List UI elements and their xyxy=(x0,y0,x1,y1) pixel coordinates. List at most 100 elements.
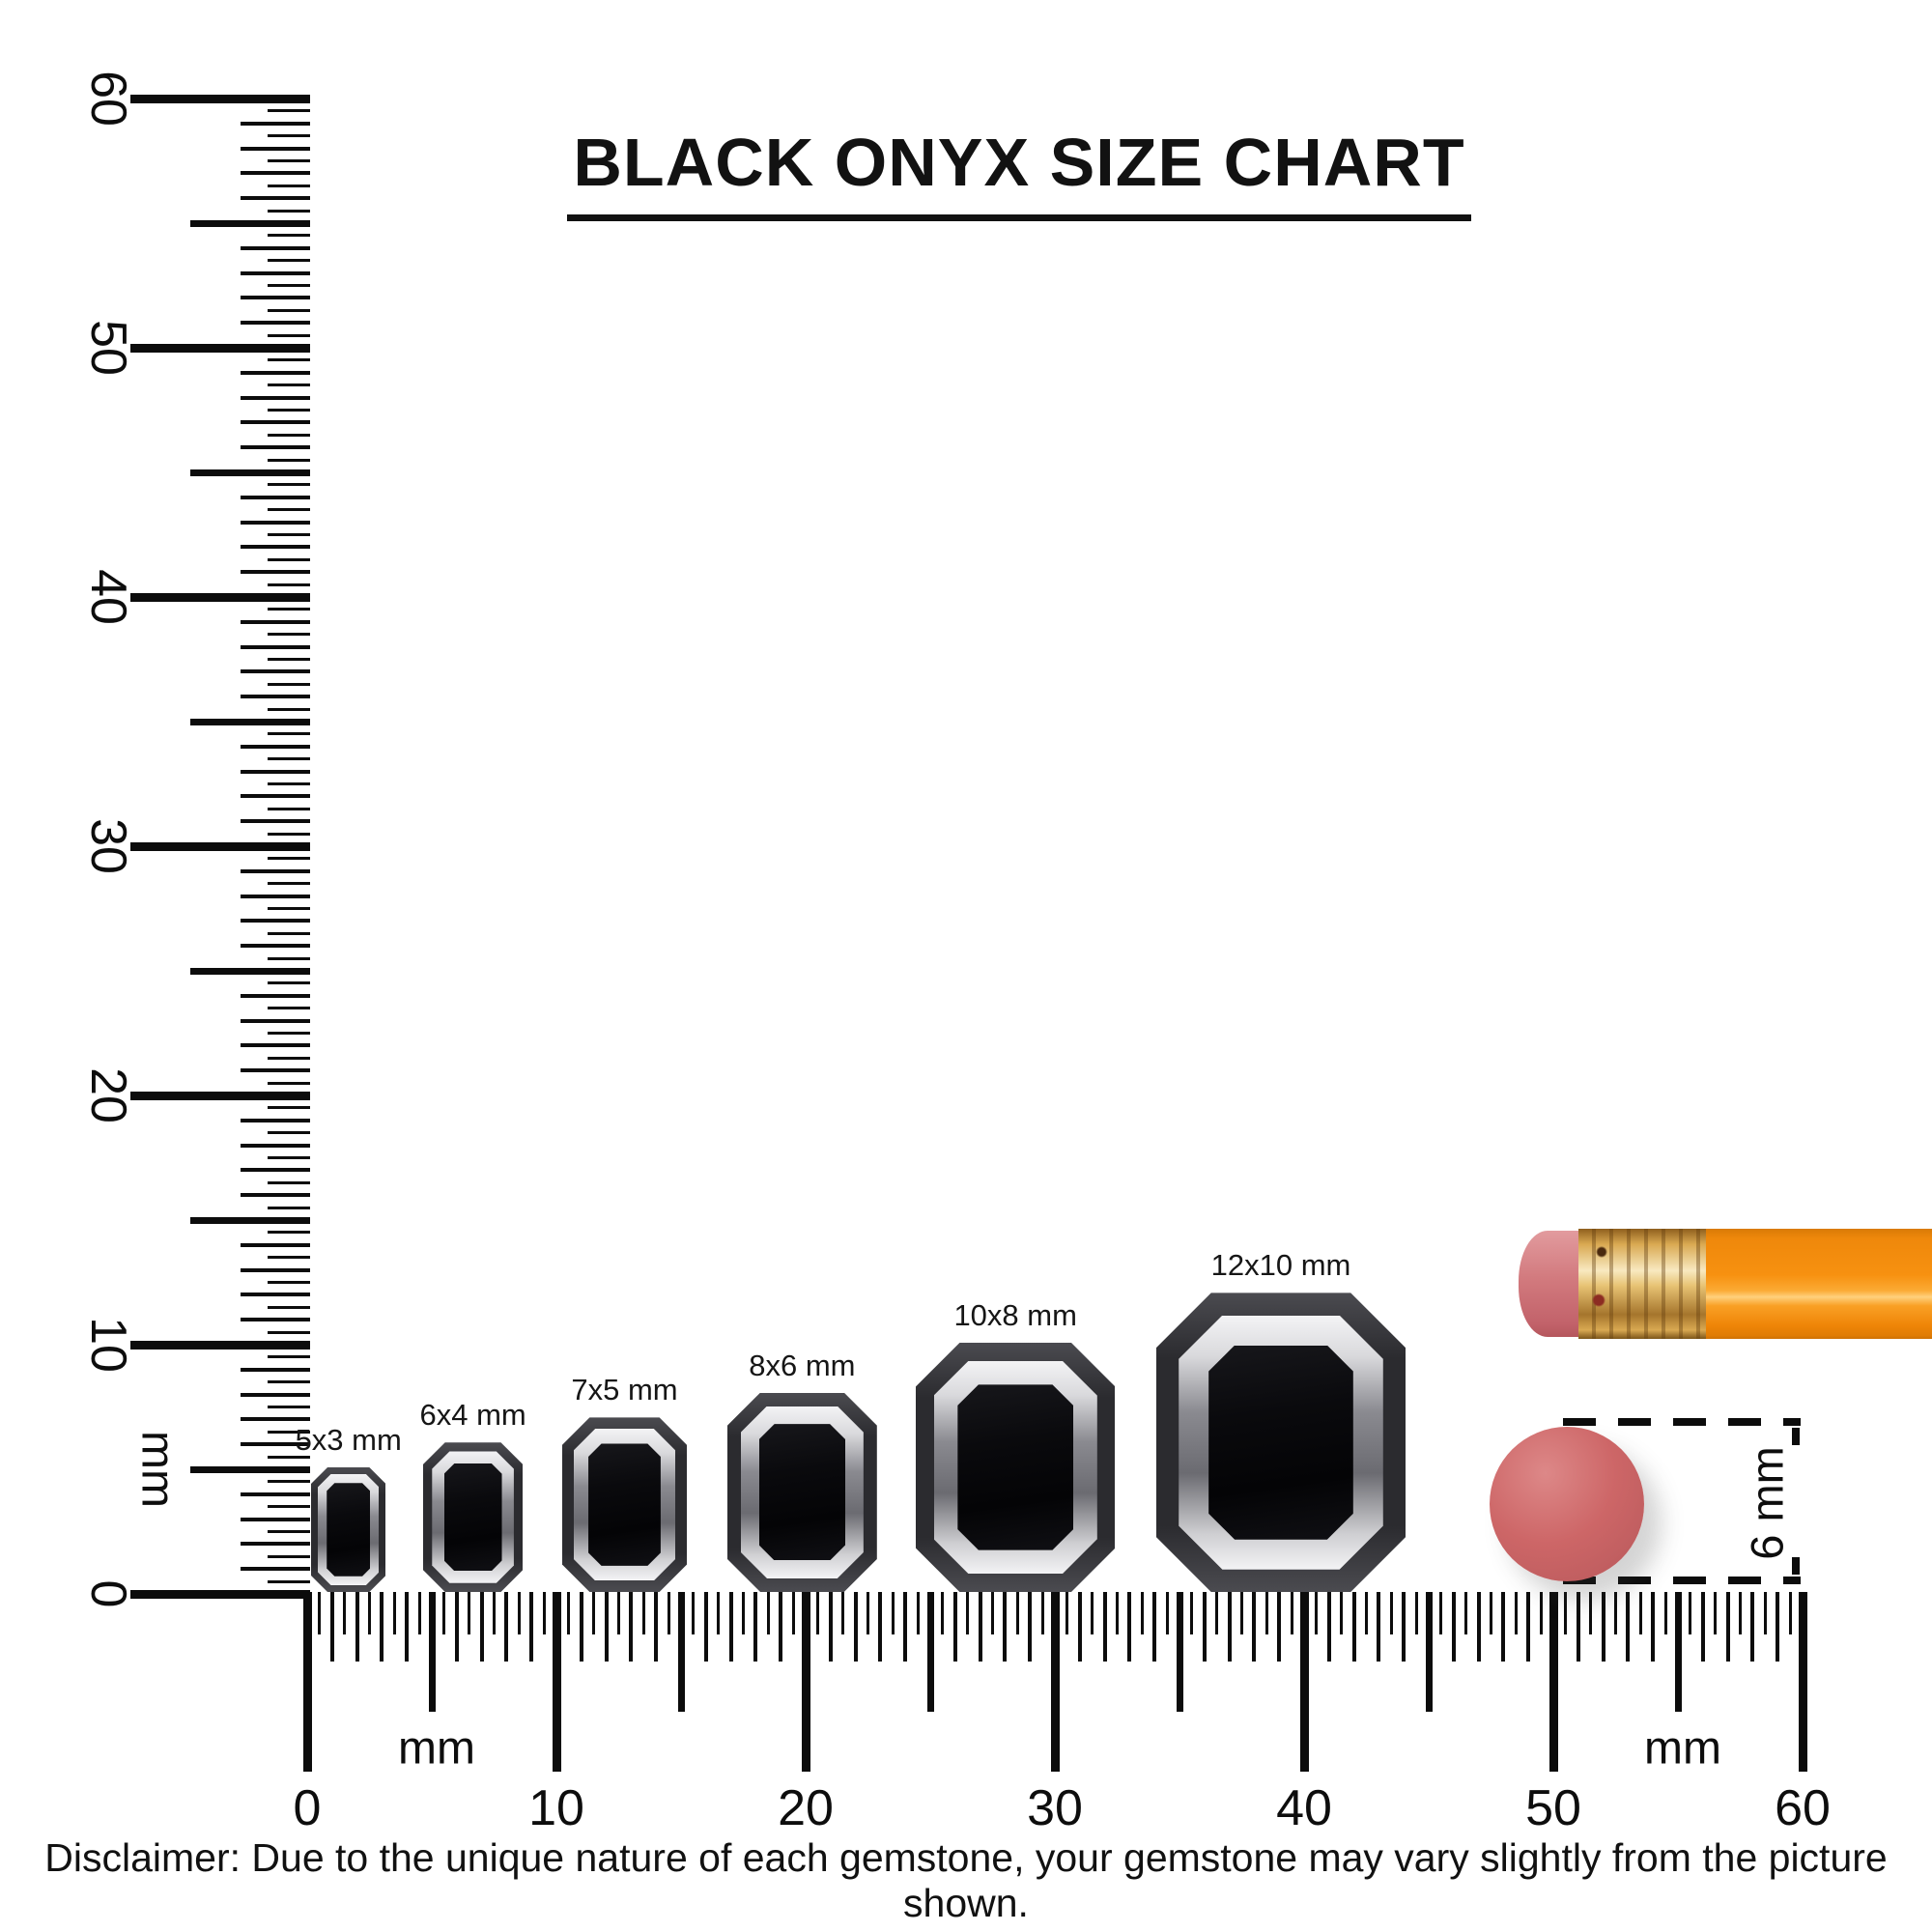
hruler-tick-mm xyxy=(1476,1592,1481,1662)
hruler-tick-five xyxy=(926,1592,934,1712)
vruler-tick-major xyxy=(130,841,310,851)
vruler-tick-mm xyxy=(241,1242,310,1247)
hruler-tick-mm xyxy=(529,1592,534,1662)
hruler-tick-mm xyxy=(1351,1592,1356,1662)
vruler-tick-half xyxy=(268,284,310,287)
hruler-tick-half xyxy=(891,1592,895,1634)
vruler-tick-half xyxy=(268,1180,310,1184)
hruler-tick-half xyxy=(966,1592,970,1634)
measure-label: 6 mm xyxy=(1741,1446,1793,1560)
vruler-tick-half xyxy=(268,1430,310,1434)
vruler-number: 10 xyxy=(80,1317,136,1373)
hruler-tick-half xyxy=(1290,1592,1293,1634)
hruler-tick-mm xyxy=(1028,1592,1033,1662)
vruler-tick-half xyxy=(268,508,310,512)
hruler-tick-mm xyxy=(654,1592,659,1662)
vruler-tick-half xyxy=(268,234,310,238)
vruler-tick-mm xyxy=(241,1168,310,1173)
hruler-tick-half xyxy=(1490,1592,1492,1634)
measure-dash-bottom xyxy=(1563,1577,1801,1584)
hruler-tick-half xyxy=(1389,1592,1393,1634)
vruler-tick-half xyxy=(268,1380,310,1384)
vruler-tick-mm xyxy=(241,196,310,201)
hruler-tick-mm xyxy=(779,1592,783,1662)
hruler-tick-half xyxy=(1190,1592,1194,1634)
vruler-tick-half xyxy=(268,608,310,611)
vruler-tick-mm xyxy=(241,1392,310,1397)
vruler-tick-mm xyxy=(241,1367,310,1372)
hruler-tick-half xyxy=(318,1592,322,1634)
hruler-tick-half xyxy=(493,1592,496,1634)
vruler-tick-mm xyxy=(241,321,310,326)
vruler-tick-half xyxy=(268,1305,310,1309)
hruler-tick-mm xyxy=(454,1592,459,1662)
hruler-tick-mm xyxy=(703,1592,708,1662)
hruler-tick-major xyxy=(1548,1592,1558,1772)
hruler-tick-half xyxy=(1763,1592,1767,1634)
vruler-tick-half xyxy=(268,907,310,910)
hruler-tick-five xyxy=(1176,1592,1183,1712)
hruler-tick-mm xyxy=(1003,1592,1008,1662)
vruler-tick-five xyxy=(190,469,310,476)
vruler-tick-mm xyxy=(241,769,310,774)
hruler-tick-half xyxy=(1739,1592,1742,1634)
hruler-tick-mm xyxy=(1202,1592,1207,1662)
hruler-number: 0 xyxy=(293,1780,322,1836)
vruler-tick-mm xyxy=(241,744,310,749)
measure-dash-corner-bottom xyxy=(1792,1557,1800,1575)
hruler-tick-five xyxy=(1674,1592,1682,1712)
vruler-tick-mm xyxy=(241,819,310,824)
vruler-tick-half xyxy=(268,1032,310,1035)
measure-dash-corner-top xyxy=(1792,1428,1800,1445)
pencil-ferrule xyxy=(1578,1229,1708,1339)
vruler-tick-half xyxy=(268,1156,310,1159)
vruler-tick-mm xyxy=(241,894,310,898)
hruler-tick-half xyxy=(991,1592,994,1634)
gemstone-12x10mm xyxy=(1156,1293,1406,1592)
vruler-tick-half xyxy=(268,807,310,810)
vruler-tick-half xyxy=(268,682,310,686)
vruler-tick-five xyxy=(190,1465,310,1473)
hruler-tick-mm xyxy=(728,1592,733,1662)
gemstone-size-label: 12x10 mm xyxy=(1210,1248,1351,1283)
hruler-tick-mm xyxy=(479,1592,484,1662)
hruler-tick-mm xyxy=(1725,1592,1730,1662)
hruler-tick-half xyxy=(667,1592,670,1634)
hruler-tick-mm xyxy=(604,1592,609,1662)
vruler-tick-half xyxy=(268,557,310,561)
vruler-tick-half xyxy=(268,1131,310,1135)
hruler-tick-mm xyxy=(952,1592,957,1662)
gemstone-7x5mm xyxy=(562,1417,687,1592)
hruler-number: 20 xyxy=(778,1780,834,1836)
eraser-end-dot xyxy=(1490,1427,1644,1581)
vruler-tick-half xyxy=(268,732,310,736)
vruler-tick-half xyxy=(268,1007,310,1010)
vruler-tick-major xyxy=(130,94,310,103)
vruler-tick-mm xyxy=(241,1542,310,1547)
vruler-tick-five xyxy=(190,967,310,975)
vruler-tick-half xyxy=(268,1281,310,1284)
vruler-tick-major xyxy=(130,592,310,602)
vruler-tick-half xyxy=(268,159,310,162)
hruler-tick-half xyxy=(1714,1592,1718,1634)
hruler-number: 40 xyxy=(1276,1780,1332,1836)
vruler-tick-mm xyxy=(241,445,310,450)
vruler-tick-mm xyxy=(241,121,310,126)
vruler-tick-mm xyxy=(241,296,310,300)
vruler-tick-half xyxy=(268,882,310,886)
hruler-tick-half xyxy=(766,1592,770,1634)
hruler-tick-major xyxy=(552,1592,561,1772)
vruler-tick-half xyxy=(268,134,310,138)
hruler-tick-mm xyxy=(380,1592,384,1662)
vruler-tick-mm xyxy=(241,1492,310,1496)
vruler-tick-half xyxy=(268,533,310,536)
vruler-tick-half xyxy=(268,956,310,960)
vruler-tick-half xyxy=(268,308,310,312)
hruler-tick-half xyxy=(742,1592,745,1634)
hruler-tick-mm xyxy=(978,1592,982,1662)
hruler-number: 30 xyxy=(1027,1780,1083,1836)
hruler-tick-half xyxy=(1264,1592,1268,1634)
vruler-tick-half xyxy=(268,358,310,362)
vruler-tick-mm xyxy=(241,1293,310,1297)
